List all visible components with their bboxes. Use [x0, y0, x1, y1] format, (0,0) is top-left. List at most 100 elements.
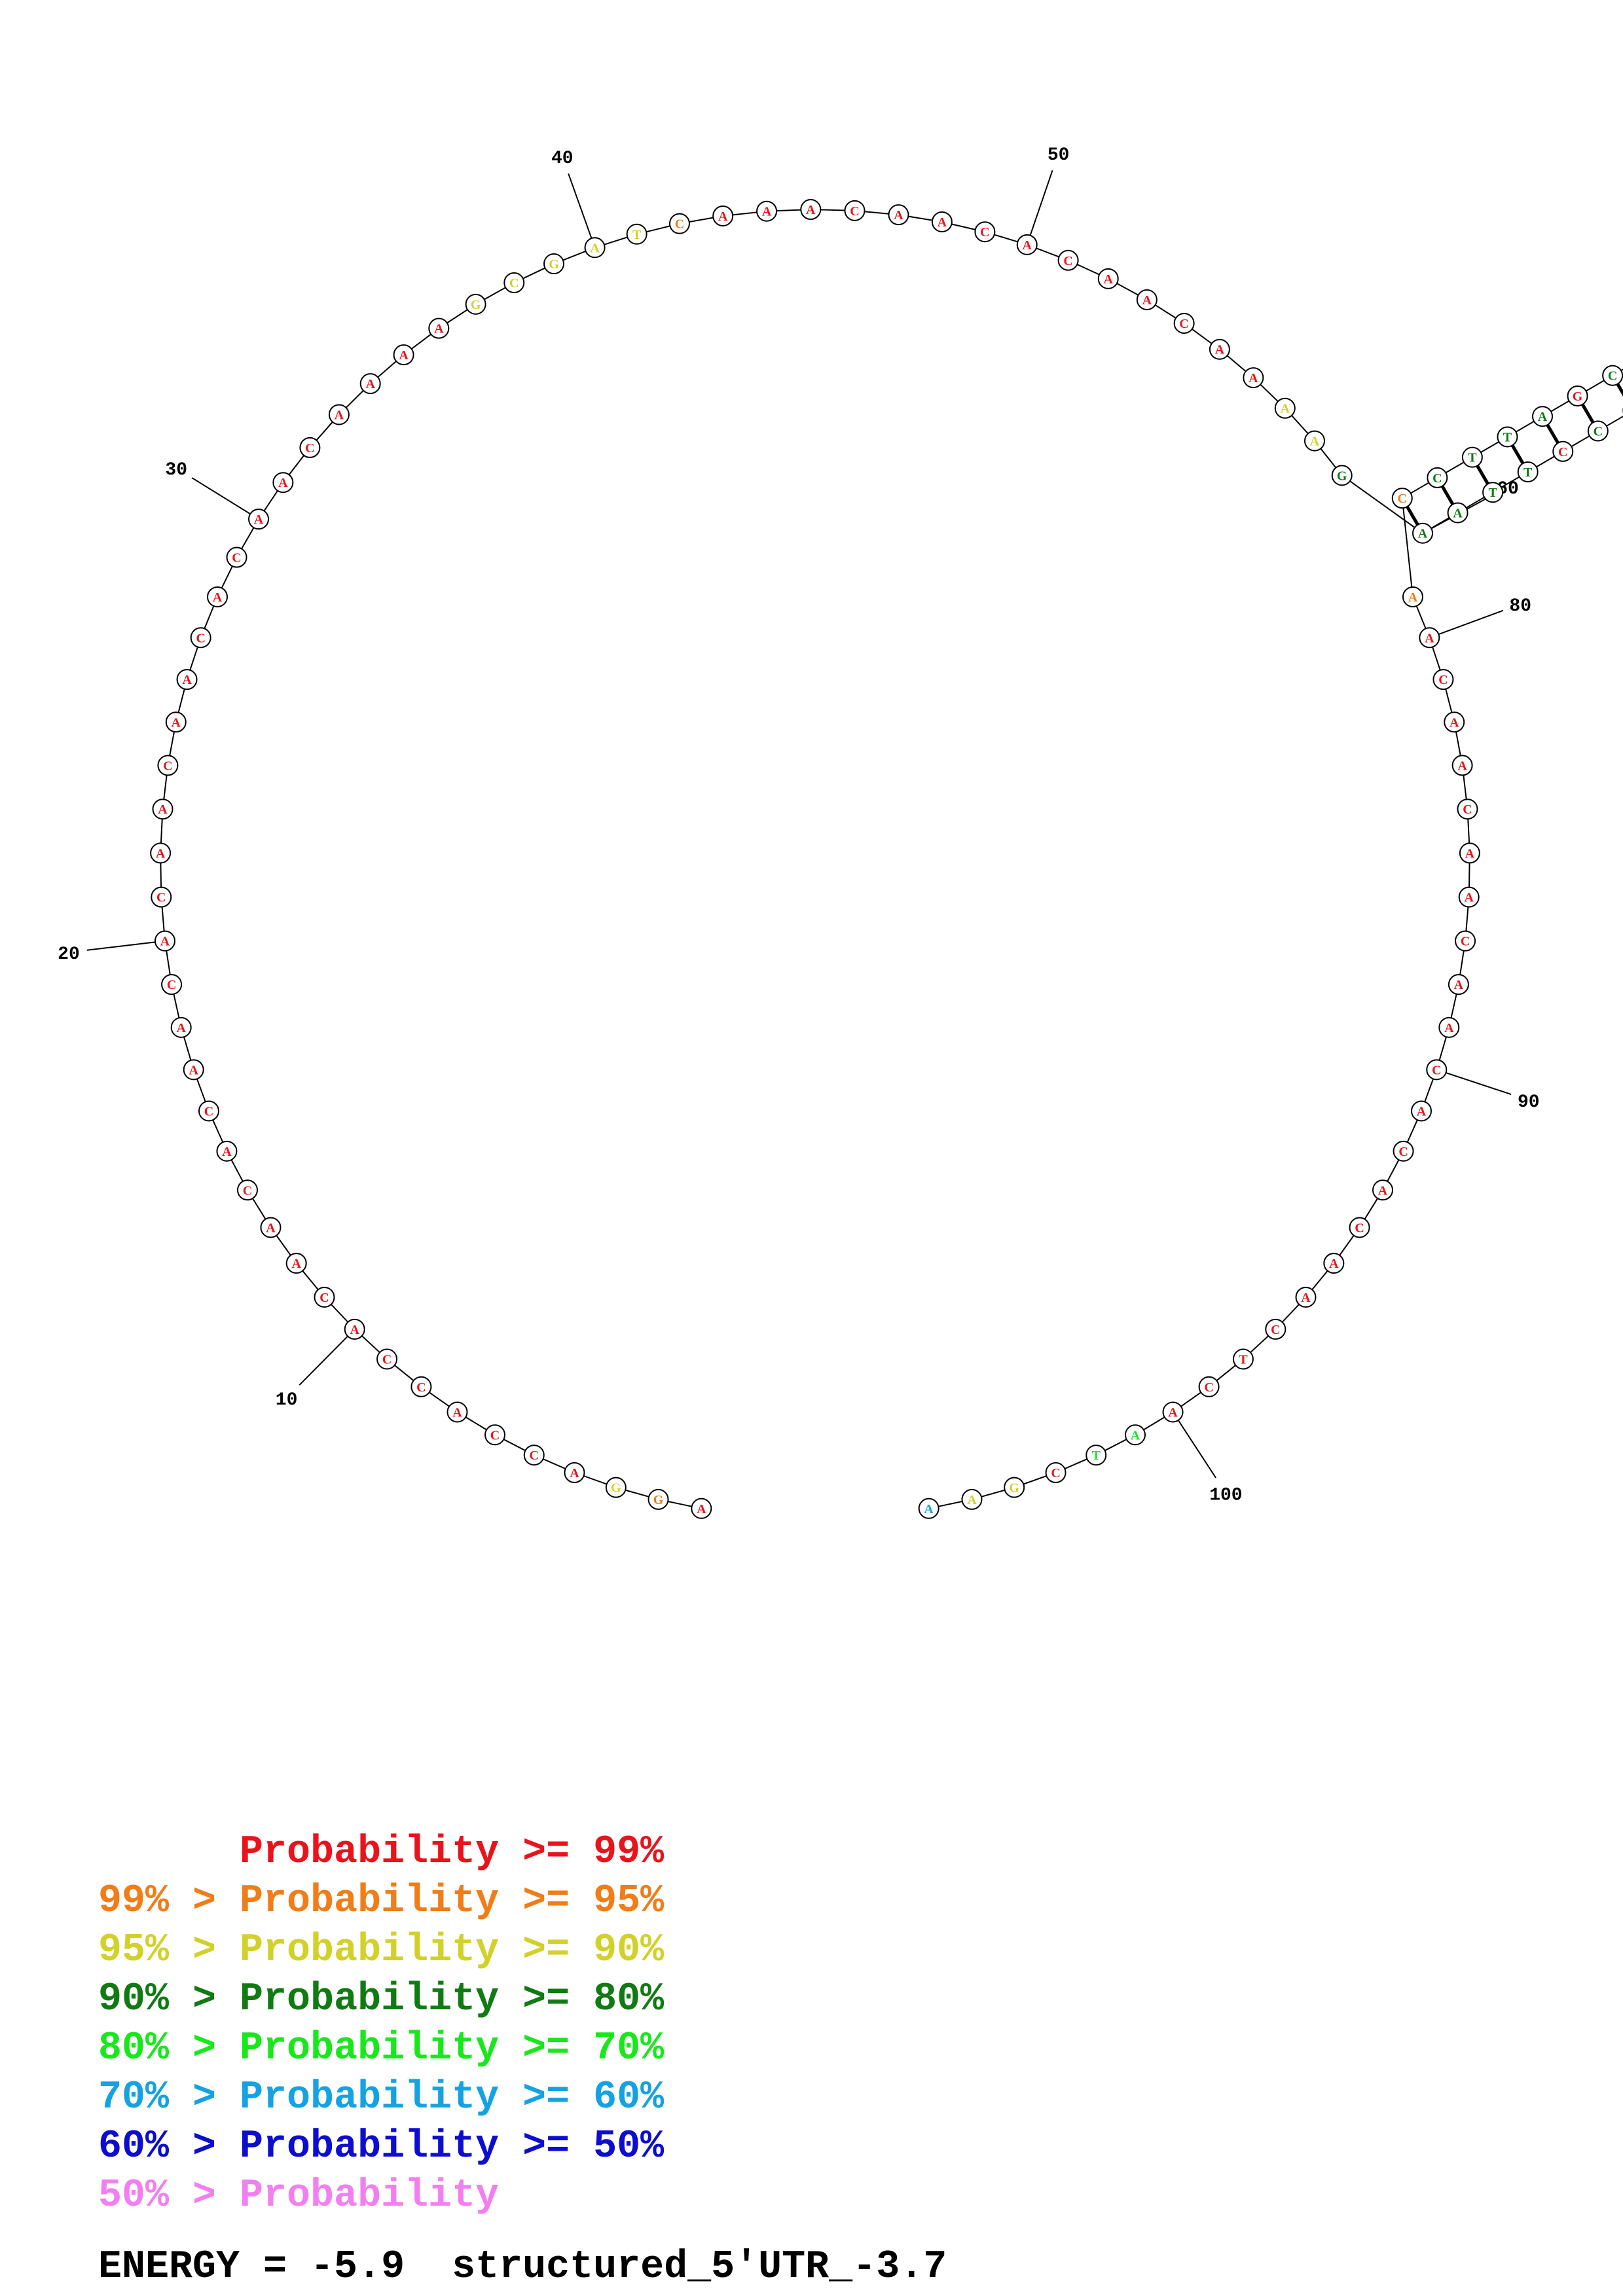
nucleotide-letter: A	[1168, 1405, 1178, 1420]
nucleotide-node: C	[299, 437, 321, 458]
nucleotide-node: A	[152, 798, 173, 820]
nucleotide-circle	[1567, 385, 1588, 406]
nucleotide-node: A	[1447, 502, 1468, 524]
nucleotide-letter: C	[1179, 317, 1188, 331]
nucleotide-letter: G	[471, 298, 481, 312]
nucleotide-circle	[1432, 669, 1454, 691]
nucleotide-circle	[183, 1059, 204, 1081]
nucleotide-circle	[1209, 338, 1230, 360]
nucleotide-node: A	[1451, 755, 1473, 776]
nucleotide-letter: C	[1051, 1466, 1060, 1480]
nucleotide-circle	[170, 1016, 192, 1038]
nucleotide-letter: A	[924, 1502, 934, 1516]
nucleotide-circle	[1426, 1059, 1448, 1081]
nucleotide-circle	[1198, 1376, 1220, 1397]
backbone-lines	[160, 209, 1623, 1509]
nucleotide-node: A	[931, 211, 953, 232]
nucleotide-node: G	[1567, 385, 1588, 406]
nucleotide-circle	[1402, 586, 1423, 607]
nucleotide-circle	[888, 204, 909, 226]
nucleotide-letter: A	[590, 241, 600, 255]
nucleotide-circle	[1457, 798, 1478, 820]
nucleotide-node: C	[523, 1444, 545, 1466]
nucleotide-circle	[1323, 1253, 1345, 1274]
nucleotide-circle	[314, 1286, 335, 1308]
nucleotide-node: C	[1552, 440, 1574, 462]
nucleotide-circle	[428, 317, 450, 339]
nucleotide-node: C	[1393, 1140, 1414, 1162]
nucleotide-node: C	[1426, 1059, 1448, 1081]
nucleotide-circle	[605, 1477, 627, 1498]
position-label: 40	[551, 149, 574, 169]
nucleotide-circle	[226, 547, 247, 568]
nucleotide-node: A	[183, 1059, 204, 1081]
nucleotide-circle	[207, 586, 228, 607]
nucleotide-letter: A	[189, 1063, 198, 1077]
position-tick-line	[1429, 609, 1504, 639]
nucleotide-node: C	[1198, 1376, 1220, 1397]
nucleotide-circle	[157, 755, 179, 776]
nucleotide-letter: A	[1215, 343, 1225, 357]
nucleotide-node: A	[1323, 1253, 1345, 1274]
position-label: 90	[1518, 1092, 1540, 1113]
nucleotide-letter: A	[156, 846, 166, 861]
nucleotide-node: G	[465, 293, 486, 315]
legend-row: 50% > Probability	[98, 2174, 500, 2218]
nucleotide-node: A	[1459, 842, 1480, 864]
nucleotide-letter: A	[1142, 293, 1152, 308]
nucleotide-letter: C	[204, 1104, 213, 1119]
nucleotide-node: A	[447, 1401, 468, 1423]
nucleotide-node: T	[1482, 482, 1504, 503]
position-tick-line	[568, 173, 596, 248]
nucleotide-node: C	[484, 1424, 506, 1446]
nucleotide-circle	[712, 205, 734, 226]
position-label: 80	[1509, 596, 1531, 617]
nucleotide-circle	[1552, 440, 1574, 462]
nucleotide-node: A	[1402, 586, 1423, 607]
nucleotide-circle	[1532, 406, 1554, 427]
nucleotide-node: C	[1602, 365, 1623, 386]
nucleotide-letter: A	[434, 322, 444, 336]
legend-row: 99% > Probability >= 95%	[98, 1879, 665, 1924]
nucleotide-node: C	[226, 547, 247, 568]
nucleotide-node: A	[712, 205, 734, 226]
nucleotide-circle	[1448, 974, 1469, 996]
nucleotide-circle	[1444, 711, 1465, 733]
nucleotide-node: A	[393, 344, 414, 366]
nucleotide-letter: C	[1355, 1221, 1364, 1235]
nucleotide-node: A	[150, 842, 172, 864]
position-label: 10	[276, 1390, 298, 1410]
nucleotide-circle	[1587, 420, 1609, 442]
nucleotide-node: A	[359, 373, 381, 395]
nucleotide-letter: A	[570, 1466, 579, 1480]
nucleotide-letter: G	[1009, 1481, 1019, 1496]
nucleotide-letter: A	[158, 802, 168, 817]
nucleotide-node: A	[216, 1140, 238, 1162]
nucleotide-letter: A	[1425, 631, 1434, 645]
nucleotide-node: A	[1372, 1179, 1394, 1201]
legend-row: Probability >= 99%	[98, 1830, 665, 1874]
nucleotide-circle	[1004, 1477, 1025, 1498]
nucleotide-circle	[198, 1100, 219, 1122]
nucleotide-letter: C	[156, 891, 166, 905]
nucleotide-circle	[1412, 522, 1434, 544]
nucleotide-letter: A	[350, 1323, 359, 1337]
nucleotide-circle	[1438, 1016, 1460, 1038]
nucleotide-letter: C	[1398, 492, 1407, 506]
nucleotide-node: T	[1085, 1444, 1107, 1466]
nucleotide-letter: C	[1594, 425, 1603, 439]
nucleotide-letter: A	[452, 1405, 462, 1420]
nucleotide-circle	[1162, 1401, 1184, 1423]
nucleotide-letter: C	[416, 1380, 426, 1395]
nucleotide-circle	[564, 1462, 585, 1484]
nucleotide-circle	[1136, 289, 1158, 310]
nucleotide-circle	[1243, 367, 1264, 389]
nucleotide-circle	[165, 711, 187, 733]
nucleotide-circle	[328, 404, 350, 425]
nucleotide-node: C	[161, 974, 183, 996]
legend-row: 80% > Probability >= 70%	[98, 2026, 665, 2071]
nucleotide-letter: T	[632, 228, 642, 242]
nucleotide-node: A	[1438, 1016, 1460, 1038]
nucleotide-node: A	[154, 930, 175, 952]
nucleotide-node: A	[176, 669, 198, 691]
